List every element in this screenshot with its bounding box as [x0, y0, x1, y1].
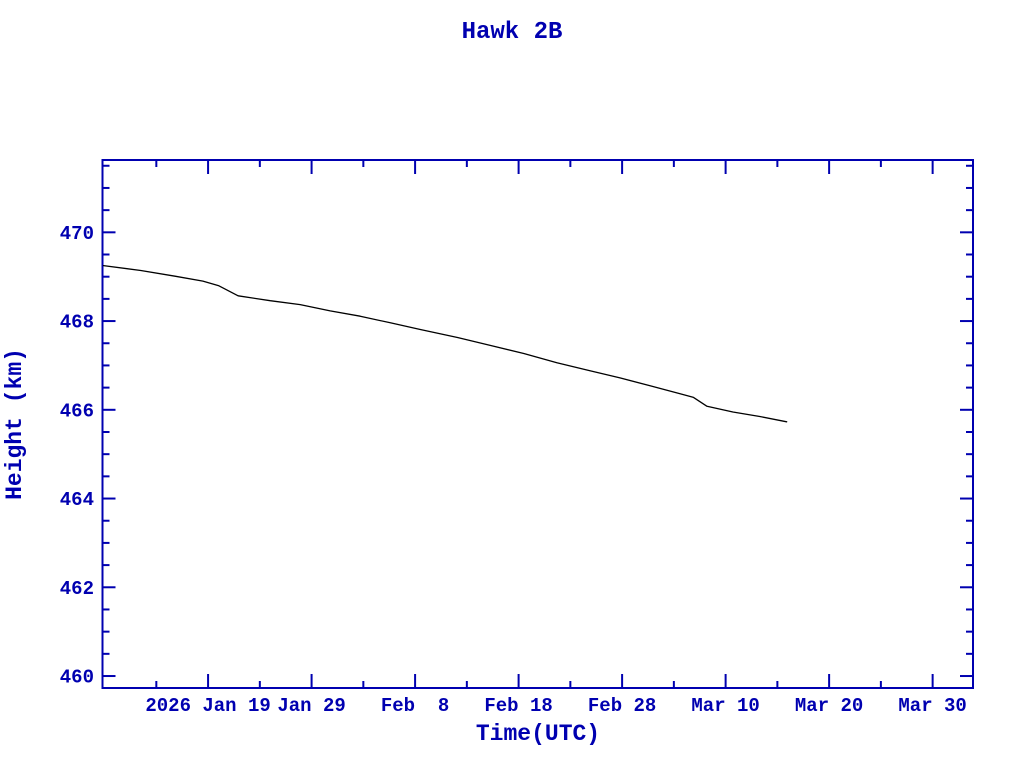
- plot-frame: [101, 159, 974, 689]
- y-tick-label: 460: [60, 667, 94, 689]
- y-tick-label: 470: [60, 223, 94, 245]
- x-tick-label: Jan 29: [277, 695, 345, 717]
- height-line: [102, 264, 788, 423]
- x-tick-label: 2026 Jan 19: [145, 695, 270, 717]
- y-tick-label: 464: [60, 489, 94, 511]
- x-tick-label: Mar 10: [691, 695, 759, 717]
- x-tick-label: Feb 28: [588, 695, 656, 717]
- x-tick-label: Feb 8: [381, 695, 449, 717]
- x-axis-label: Time(UTC): [476, 721, 600, 747]
- y-tick-label: 462: [60, 578, 94, 600]
- x-tick-label: Mar 30: [898, 695, 966, 717]
- x-tick-label: Mar 20: [795, 695, 863, 717]
- plot-area: 2026 Jan 19 Jan 29 Feb 8 Feb 18 Feb 28 Mar 10…: [60, 159, 974, 717]
- y-tick-label: 466: [60, 400, 94, 422]
- y-axis-label: Height (km): [2, 348, 28, 500]
- chart-title: Hawk 2B: [462, 19, 563, 46]
- x-tick-label: Feb 18: [484, 695, 552, 717]
- y-tick-label: 468: [60, 312, 94, 334]
